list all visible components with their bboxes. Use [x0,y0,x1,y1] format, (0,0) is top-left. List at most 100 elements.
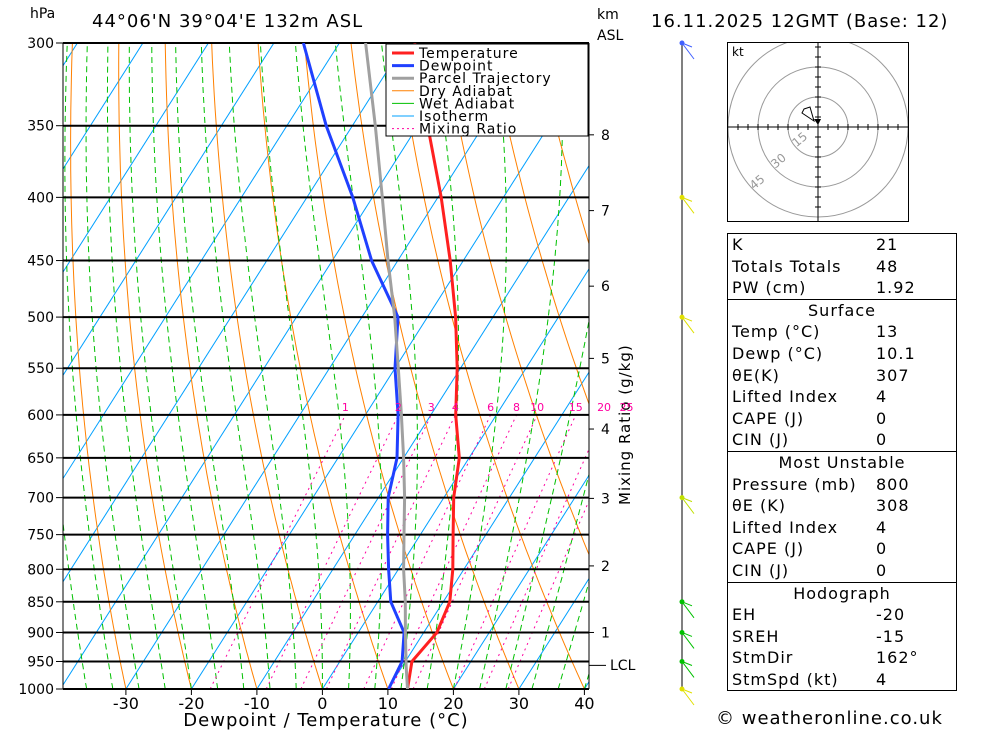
mixing-ratio-label: 3 [428,401,435,414]
mixing-ratio-label: 25 [620,401,634,414]
mixing-ratio-axis-title: Mixing Ratio (g/kg) [616,344,634,505]
legend-label: Dewpoint [419,59,494,75]
table-row: SREH -15 [728,626,956,648]
row-key: CIN (J) [732,430,790,450]
wind-barb [681,497,695,514]
table-row: PW (cm) 1.92 [728,277,956,299]
row-value: 4 [876,669,888,689]
pressure-tick-label: 900 [27,625,54,641]
wind-barb [681,601,695,619]
mixing-ratio-label: 15 [569,401,583,414]
pressure-tick-label: 650 [27,451,54,467]
x-axis-title: Dewpoint / Temperature (°C) [183,710,468,731]
isotherm-line [63,43,209,274]
isotherm-line [125,43,537,689]
wind-profile [679,40,695,706]
row-value: 0 [876,560,888,580]
isotherm-line [256,164,589,689]
row-key: Lifted Index [732,517,839,537]
table-row: StmDir 162° [728,647,956,669]
hodograph-title: Hodograph [793,583,891,603]
table-row: θE(K) 307 [728,365,956,387]
row-key: Totals Totals [732,256,842,276]
row-value: -15 [876,626,906,646]
hodograph-panel: kt 15 30 45 [727,36,909,222]
row-value: -20 [876,605,906,625]
temperature-tick-label: -20 [178,694,204,713]
wind-barb [681,196,695,214]
dry-adiabat-line [955,43,1000,689]
wind-barb [681,632,695,649]
temperature-tick-label: 20 [443,694,463,713]
row-value: 13 [876,322,899,342]
legend-box [385,43,589,137]
mixing-ratio-label: 2 [395,401,402,414]
wind-barb [681,316,695,334]
row-key: PW (cm) [732,278,807,298]
row-value: 0 [876,408,888,428]
km-tick-label: 2 [601,559,610,575]
pressure-tick-label: 500 [27,310,54,326]
row-key: CAPE (J) [732,408,805,428]
dry-adiabat-line [489,43,589,406]
hodograph-ring-label: 45 [747,172,768,193]
pressure-tick-label: 450 [27,254,54,270]
row-key: Temp (°C) [732,322,821,342]
hodograph-trace [801,106,815,123]
table-row: K 21 [728,234,956,256]
wind-barb [681,688,695,706]
row-value: 800 [876,474,910,494]
km-tick-label: 7 [601,204,610,220]
dry-adiabat-line [536,43,589,246]
temperature-tick-label: 0 [317,694,327,713]
legend-label: Wet Adiabat [419,96,515,112]
mixing-ratio-label: 8 [513,401,520,414]
row-value: 4 [876,517,888,537]
row-key: StmSpd (kt) [732,669,839,689]
temperature-tick-label: 10 [378,694,398,713]
row-value: 307 [876,365,910,385]
pressure-unit-label: hPa [30,6,55,22]
temperature-line [406,43,461,689]
mixing-ratio-label: 20 [597,401,611,414]
wind-barb [681,661,695,678]
row-value: 1.92 [876,278,916,298]
isotherm-line [387,371,589,689]
row-value: 308 [876,496,910,516]
row-key: Pressure (mb) [732,474,857,494]
copyright-footer: © weatheronline.co.uk [716,708,943,729]
row-value: 48 [876,256,899,276]
km-tick-label: 1 [601,625,610,641]
legend-label: Dry Adiabat [419,84,513,100]
lcl-label: LCL [610,658,636,674]
row-value: 21 [876,235,899,254]
pressure-tick-label: 700 [27,491,54,507]
pressure-grid: 300 350 400 450 500 550 600 650 700 750 800 850 900 9… [18,36,589,698]
storm-motion-marker [814,119,821,125]
isotherm-line [63,43,144,170]
most-unstable-title: Most Unstable [778,452,906,472]
table-row: CIN (J) 0 [728,429,956,451]
table-row: Pressure (mb) 800 [728,474,956,496]
indices-table: K 21 Totals Totals 48 PW (cm) 1.92 Surface Te… [727,233,957,692]
km-tick-label: 4 [601,422,610,438]
row-key: CAPE (J) [732,539,805,559]
location-title: 44°06'N 39°04'E 132m ASL [92,11,363,32]
pressure-tick-label: 950 [27,654,54,670]
isotherm-line [0,43,12,689]
isotherm-line [452,474,589,689]
row-value: 4 [876,387,888,407]
hodograph-ring-label: 15 [789,129,810,150]
pressure-tick-label: 600 [27,408,54,424]
table-row: Dewp (°C) 10.1 [728,343,956,365]
mixing-ratio-label: 10 [530,401,544,414]
profile-series [301,43,461,689]
mixing-ratio-label: 1 [342,401,349,414]
surface-title: Surface [808,300,876,320]
temperature-tick-label: 40 [574,694,594,713]
row-key: StmDir [732,648,794,668]
pressure-tick-label: 1000 [18,682,54,698]
table-row: θE (K) 308 [728,495,956,517]
